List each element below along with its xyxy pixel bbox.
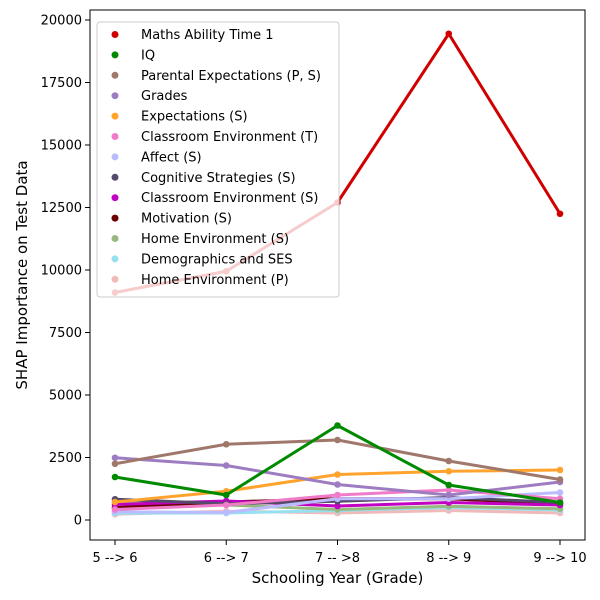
x-tick-label: 8 --> 9 [426,551,471,566]
data-point [334,436,341,444]
legend-frame [96,21,340,298]
data-point [445,467,453,475]
data-point [445,30,453,38]
legend-label: Cognitive Strategies (S) [141,171,296,186]
data-point [222,462,230,469]
legend-marker [111,235,119,242]
y-axis-ticks: 0 2500 5000 7500 10000 12500 15000 17500 20000 [41,14,90,529]
data-point [445,491,453,499]
legend-marker [111,214,119,222]
legend-item-grades: Grades [111,89,188,104]
legend-item-maths-ability-time-1: Maths Ability Time 1 [111,28,274,43]
legend-marker [111,92,119,100]
legend-label: Parental Expectations (P, S) [141,69,321,84]
y-tick-label: 10000 [41,264,82,279]
data-point [334,502,341,510]
data-point [334,481,341,488]
legend-marker [111,194,119,202]
data-point [445,457,453,465]
legend-item-home-environment-p: Home Environment (P) [111,273,289,288]
legend-marker [111,173,119,181]
legend-label: Classroom Environment (S) [141,191,319,206]
data-point [445,481,453,489]
data-point [111,454,119,462]
y-tick-label: 2500 [49,451,82,466]
legend-item-affect-s: Affect (S) [111,150,202,165]
data-point [556,499,564,506]
legend-marker [111,112,119,120]
legend: Maths Ability Time 1 IQ Parental Expectati… [96,21,340,298]
legend-label: Home Environment (P) [141,273,289,288]
y-tick-label: 5000 [49,389,82,404]
y-tick-label: 0 [74,514,82,529]
data-point [445,486,453,494]
legend-marker [111,51,119,59]
legend-label: Maths Ability Time 1 [141,28,274,43]
y-tick-label: 17500 [41,76,82,91]
data-point [556,489,564,496]
x-tick-label: 7 -- >8 [315,551,360,566]
legend-label: Expectations (S) [141,110,248,125]
data-point [556,466,564,474]
y-tick-label: 12500 [41,201,82,216]
legend-label: IQ [141,48,155,63]
legend-item-iq: IQ [111,48,155,63]
x-axis-ticks: 5 --> 6 6 --> 7 7 -- >8 8 --> 9 9 --> 10 [92,540,587,566]
data-point [111,498,119,506]
legend-item-classroom-environment-t: Classroom Environment (T) [111,130,318,145]
legend-label: Motivation (S) [141,212,232,227]
data-point [111,473,119,481]
data-point [334,471,341,478]
series-parental-expectations-p-s [111,436,564,483]
legend-marker [111,255,119,263]
legend-marker [111,275,119,283]
legend-marker [111,133,119,140]
legend-marker [111,71,119,79]
legend-item-home-environment-s: Home Environment (S) [111,232,289,247]
legend-item-demographics-and-ses: Demographics and SES [111,252,293,267]
legend-item-parental-expectations-p-s: Parental Expectations (P, S) [111,69,321,84]
data-point [111,460,119,468]
series-iq [111,422,564,506]
y-tick-label: 7500 [49,326,82,341]
plot-frame [89,9,586,541]
data-point [334,422,341,429]
data-point [111,506,119,513]
y-tick-label: 15000 [41,139,82,154]
x-tick-label: 5 --> 6 [92,551,137,566]
legend-marker [111,31,119,38]
data-point [222,491,230,499]
x-axis-label: Schooling Year (Grade) [252,569,424,587]
data-point [334,491,341,499]
data-point [222,440,230,448]
data-point [556,476,564,483]
legend-item-expectations-s: Expectations (S) [111,110,248,125]
legend-label: Home Environment (S) [141,232,289,247]
data-point [556,210,564,218]
legend-label: Demographics and SES [141,252,293,267]
legend-item-cognitive-strategies-s: Cognitive Strategies (S) [111,171,296,186]
legend-label: Grades [141,89,188,104]
series-expectations-s [111,466,564,506]
data-point [222,501,230,509]
legend-item-motivation-s: Motivation (S) [111,212,232,227]
x-tick-label: 9 --> 10 [533,551,586,566]
legend-label: Classroom Environment (T) [141,130,318,145]
legend-marker [111,153,119,161]
y-tick-label: 20000 [41,14,82,29]
legend-label: Affect (S) [141,150,202,165]
legend-item-classroom-environment-s: Classroom Environment (S) [111,191,319,206]
x-tick-label: 6 --> 7 [204,551,249,566]
y-axis-label: SHAP Importance on Test Data [13,160,31,389]
data-point [222,509,230,516]
